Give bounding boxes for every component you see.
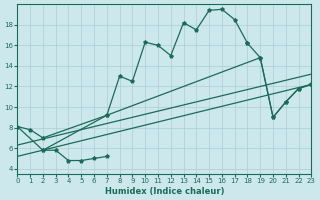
X-axis label: Humidex (Indice chaleur): Humidex (Indice chaleur) xyxy=(105,187,224,196)
